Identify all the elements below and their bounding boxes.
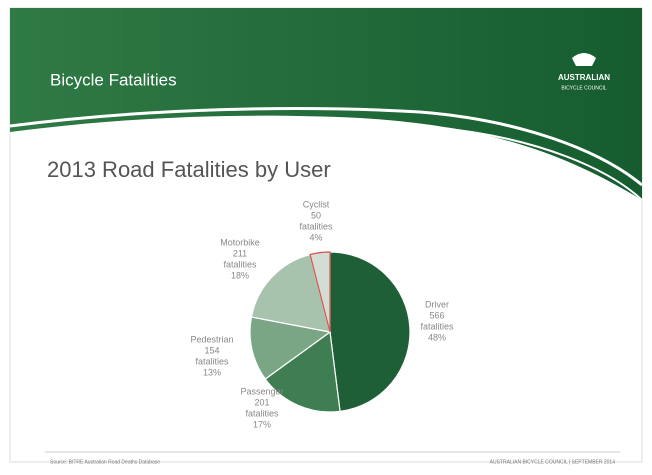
- slice-label: Driver: [425, 299, 449, 309]
- slice-unit: fatalities: [299, 221, 333, 231]
- slice-label: Cyclist: [303, 199, 330, 209]
- slice-label: Pedestrian: [190, 334, 233, 344]
- slice-percent: 18%: [231, 270, 249, 280]
- slice-percent: 17%: [253, 419, 271, 429]
- slice-unit: fatalities: [223, 259, 257, 269]
- slice-unit: fatalities: [420, 321, 454, 331]
- slice-count: 566: [429, 310, 444, 320]
- logo: AUSTRALIAN: [558, 73, 610, 82]
- slice-percent: 48%: [428, 332, 446, 342]
- header-curve: [9, 120, 643, 201]
- pie-slice: [329, 251, 411, 413]
- slice-unit: fatalities: [245, 408, 279, 418]
- pie-slice: [249, 316, 332, 380]
- slice-count: 211: [233, 248, 247, 258]
- slice-percent: 4%: [309, 232, 322, 242]
- chart-title: 2013 Road Fatalities by User: [47, 157, 331, 182]
- slice-label: Passenger: [240, 386, 283, 396]
- slice-count: 154: [204, 345, 219, 355]
- logo-icon: [572, 53, 596, 66]
- pie-slice: [309, 251, 331, 333]
- footer-right: AUSTRALIAN BICYCLE COUNCIL | SEPTEMBER 2…: [490, 459, 616, 465]
- header-title: Bicycle Fatalities: [50, 70, 177, 89]
- pie-slice: [250, 253, 331, 333]
- header-curve: [9, 107, 643, 187]
- logo-sub: BICYCLE COUNCIL: [561, 85, 607, 91]
- footer-source: Source: BITRE Australian Road Deaths Dat…: [50, 459, 160, 465]
- header-band: [10, 8, 642, 200]
- slice-count: 201: [254, 397, 269, 407]
- slice-unit: fatalities: [195, 356, 229, 366]
- slice-percent: 13%: [203, 367, 221, 377]
- slice-label: Motorbike: [220, 237, 260, 247]
- pie-slice: [264, 330, 341, 413]
- slice-count: 50: [311, 210, 321, 220]
